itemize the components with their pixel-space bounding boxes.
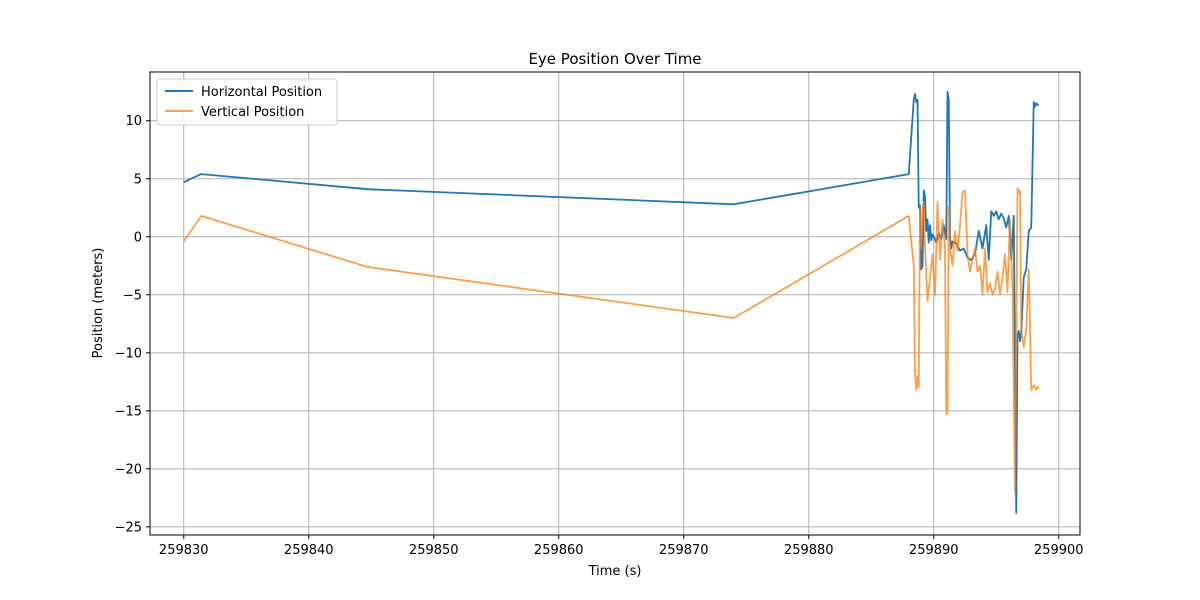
y-tick-label: −10 — [115, 346, 142, 361]
legend-label-vertical: Vertical Position — [201, 105, 304, 120]
x-tick-label: 259830 — [159, 543, 209, 558]
y-tick-label: −25 — [115, 520, 142, 535]
y-axis-title: Position (meters) — [91, 248, 106, 359]
series-line-vertical — [183, 187, 1040, 493]
x-axis: 259830 259840 259850 259860 259870 259880 2598… — [159, 535, 1084, 558]
plot-frame — [149, 71, 1081, 536]
grid-lines — [150, 72, 1080, 535]
legend: Horizontal Position Vertical Position — [156, 78, 338, 126]
x-tick-label: 259860 — [534, 543, 584, 558]
y-axis: −25 −20 −15 −10 −5 0 5 10 — [115, 114, 150, 535]
y-tick-label: −15 — [115, 404, 142, 419]
chart-title: Eye Position Over Time — [528, 50, 701, 68]
legend-label-horizontal: Horizontal Position — [201, 85, 322, 100]
series-layer — [183, 90, 1040, 514]
y-tick-label: 10 — [125, 114, 142, 129]
x-tick-label: 259840 — [284, 543, 334, 558]
y-tick-label: 0 — [134, 230, 142, 245]
y-tick-label: −5 — [123, 288, 142, 303]
x-axis-title: Time (s) — [588, 564, 642, 579]
x-tick-label: 259900 — [1034, 543, 1084, 558]
x-tick-label: 259890 — [909, 543, 959, 558]
x-tick-label: 259870 — [659, 543, 709, 558]
y-tick-label: −20 — [115, 462, 142, 477]
legend-box — [156, 78, 338, 126]
x-tick-label: 259850 — [409, 543, 459, 558]
y-tick-label: 5 — [134, 172, 142, 187]
x-tick-label: 259880 — [784, 543, 834, 558]
